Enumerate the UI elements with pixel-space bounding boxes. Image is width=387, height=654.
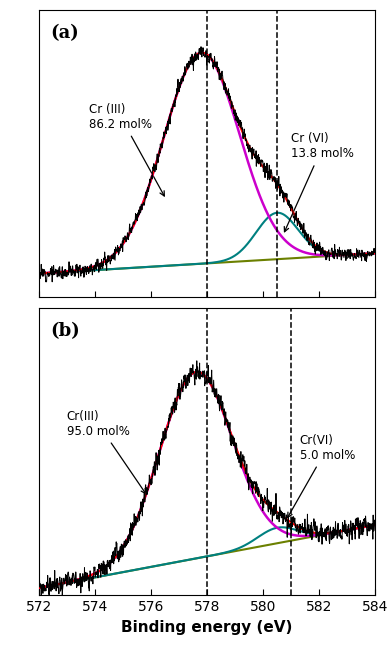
Text: Cr (VI)
13.8 mol%: Cr (VI) 13.8 mol% <box>284 133 354 232</box>
Text: (a): (a) <box>50 24 79 42</box>
Text: Cr(VI)
5.0 mol%: Cr(VI) 5.0 mol% <box>288 434 355 517</box>
Text: Cr(III)
95.0 mol%: Cr(III) 95.0 mol% <box>67 410 146 494</box>
Text: Cr (III)
86.2 mol%: Cr (III) 86.2 mol% <box>89 103 164 196</box>
X-axis label: Binding energy (eV): Binding energy (eV) <box>122 619 293 634</box>
Text: (b): (b) <box>50 322 80 341</box>
